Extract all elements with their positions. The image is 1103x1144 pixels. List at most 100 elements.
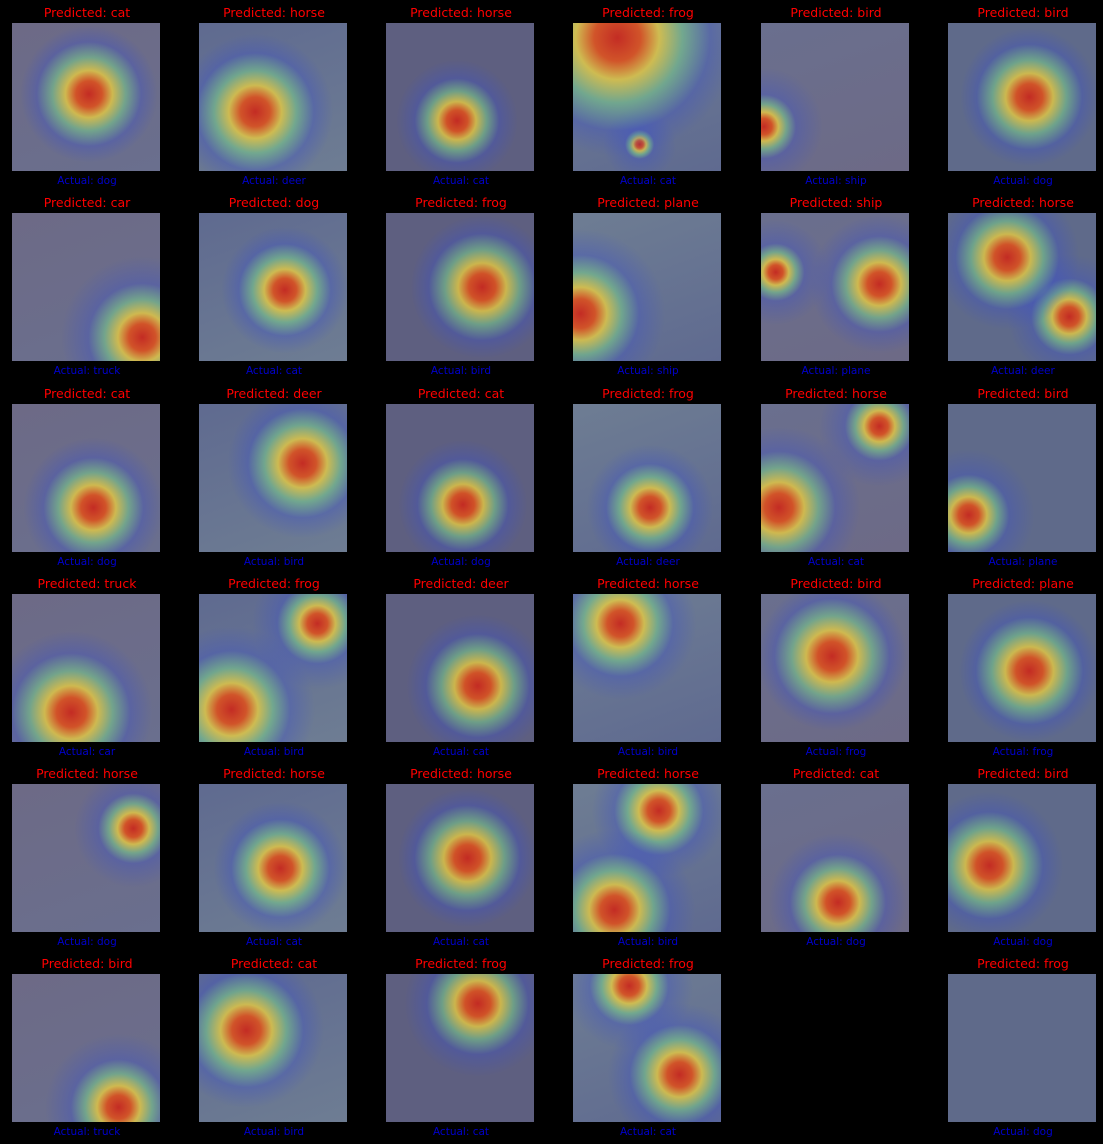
actual-label: Actual: ship bbox=[617, 365, 679, 377]
gradcam-cell: Predicted: frog Actual: cat bbox=[573, 951, 723, 1141]
predicted-label: Predicted: frog bbox=[415, 195, 507, 210]
heatmap-image bbox=[948, 784, 1096, 932]
heatmap-image bbox=[12, 784, 160, 932]
gradcam-cell: Predicted: truck Actual: car bbox=[12, 571, 162, 761]
actual-label: Actual: cat bbox=[619, 1126, 677, 1138]
gradcam-cell: Predicted: bird Actual: plane bbox=[948, 381, 1098, 571]
actual-label: Actual: deer bbox=[616, 556, 680, 568]
actual-label: Actual: truck bbox=[53, 365, 121, 377]
actual-label: Actual: cat bbox=[432, 936, 490, 948]
gradcam-cell: Predicted: frog Actual: cat bbox=[386, 951, 536, 1141]
predicted-label: Predicted: cat bbox=[230, 956, 318, 971]
predicted-label: Predicted: horse bbox=[223, 766, 325, 781]
actual-label: Actual: bird bbox=[243, 746, 305, 758]
heatmap-image bbox=[761, 784, 909, 932]
gradcam-cell: Predicted: horse Actual: cat bbox=[386, 0, 536, 190]
actual-label: Actual: truck bbox=[53, 1126, 121, 1138]
predicted-label: Predicted: cat bbox=[43, 5, 131, 20]
gradcam-cell: Predicted: dog Actual: cat bbox=[199, 190, 349, 380]
actual-label: Actual: dog bbox=[993, 1126, 1053, 1138]
heatmap-image bbox=[386, 594, 534, 742]
heatmap-image bbox=[199, 594, 347, 742]
heatmap-image bbox=[386, 404, 534, 552]
gradcam-cell: Predicted: horse Actual: cat bbox=[199, 761, 349, 951]
heatmap-image bbox=[12, 23, 160, 171]
gradcam-cell: Predicted: cat Actual: dog bbox=[12, 381, 162, 571]
actual-label: Actual: cat bbox=[245, 365, 303, 377]
actual-label: Actual: bird bbox=[243, 556, 305, 568]
heatmap-image bbox=[761, 213, 909, 361]
heatmap-image bbox=[948, 213, 1096, 361]
actual-label: Actual: dog bbox=[57, 556, 117, 568]
actual-label: Actual: frog bbox=[992, 746, 1054, 758]
predicted-label: Predicted: frog bbox=[977, 956, 1069, 971]
heatmap-image bbox=[948, 23, 1096, 171]
predicted-label: Predicted: dog bbox=[228, 195, 320, 210]
heatmap-image bbox=[948, 974, 1096, 1122]
heatmap-image bbox=[12, 594, 160, 742]
predicted-label: Predicted: cat bbox=[417, 386, 505, 401]
gradcam-cell: Predicted: plane Actual: ship bbox=[573, 190, 723, 380]
heatmap-image bbox=[761, 23, 909, 171]
heatmap-image bbox=[573, 404, 721, 552]
heatmap-image bbox=[199, 404, 347, 552]
actual-label: Actual: dog bbox=[57, 936, 117, 948]
predicted-label: Predicted: horse bbox=[36, 766, 138, 781]
gradcam-cell: Predicted: ship Actual: plane bbox=[761, 190, 911, 380]
actual-label: Actual: dog bbox=[806, 936, 866, 948]
actual-label: Actual: cat bbox=[432, 175, 490, 187]
predicted-label: Predicted: frog bbox=[228, 576, 320, 591]
actual-label: Actual: plane bbox=[801, 365, 871, 377]
actual-label: Actual: ship bbox=[805, 175, 867, 187]
actual-label: Actual: deer bbox=[991, 365, 1055, 377]
predicted-label: Predicted: plane bbox=[972, 576, 1074, 591]
gradcam-cell: Predicted: bird Actual: dog bbox=[948, 761, 1098, 951]
heatmap-image bbox=[761, 404, 909, 552]
actual-label: Actual: dog bbox=[431, 556, 491, 568]
actual-label: Actual: deer bbox=[242, 175, 306, 187]
predicted-label: Predicted: horse bbox=[223, 5, 325, 20]
heatmap-image bbox=[199, 784, 347, 932]
predicted-label: Predicted: horse bbox=[410, 5, 512, 20]
predicted-label: Predicted: horse bbox=[597, 576, 699, 591]
actual-label: Actual: car bbox=[58, 746, 116, 758]
gradcam-cell: Predicted: car Actual: truck bbox=[12, 190, 162, 380]
actual-label: Actual: frog bbox=[805, 746, 867, 758]
heatmap-image bbox=[573, 594, 721, 742]
gradcam-cell: Predicted: cat Actual: bird bbox=[199, 951, 349, 1141]
actual-label: Actual: plane bbox=[988, 556, 1058, 568]
heatmap-image bbox=[12, 404, 160, 552]
actual-label: Actual: dog bbox=[57, 175, 117, 187]
gradcam-cell: Predicted: frog Actual: dog bbox=[948, 951, 1098, 1141]
heatmap-image bbox=[386, 784, 534, 932]
gradcam-cell: Predicted: horse Actual: bird bbox=[573, 571, 723, 761]
actual-label: Actual: bird bbox=[430, 365, 492, 377]
heatmap-image bbox=[573, 974, 721, 1122]
predicted-label: Predicted: bird bbox=[977, 766, 1069, 781]
predicted-label: Predicted: frog bbox=[415, 956, 507, 971]
heatmap-image bbox=[573, 784, 721, 932]
actual-label: Actual: bird bbox=[617, 936, 679, 948]
heatmap-image bbox=[761, 594, 909, 742]
predicted-label: Predicted: frog bbox=[602, 386, 694, 401]
predicted-label: Predicted: frog bbox=[602, 956, 694, 971]
gradcam-cell: Predicted: horse Actual: deer bbox=[199, 0, 349, 190]
heatmap-image bbox=[386, 974, 534, 1122]
gradcam-cell: Predicted: horse Actual: cat bbox=[761, 381, 911, 571]
heatmap-image bbox=[573, 213, 721, 361]
gradcam-cell: Predicted: frog Actual: bird bbox=[199, 571, 349, 761]
actual-label: Actual: cat bbox=[245, 936, 303, 948]
actual-label: Actual: dog bbox=[993, 175, 1053, 187]
gradcam-cell: Predicted: horse Actual: dog bbox=[12, 761, 162, 951]
gradcam-cell: Predicted: frog Actual: deer bbox=[573, 381, 723, 571]
predicted-label: Predicted: horse bbox=[785, 386, 887, 401]
predicted-label: Predicted: cat bbox=[43, 386, 131, 401]
predicted-label: Predicted: deer bbox=[226, 386, 322, 401]
predicted-label: Predicted: bird bbox=[790, 576, 882, 591]
predicted-label: Predicted: truck bbox=[37, 576, 137, 591]
gradcam-cell: Predicted: bird Actual: truck bbox=[12, 951, 162, 1141]
gradcam-cell: Predicted: frog Actual: bird bbox=[386, 190, 536, 380]
predicted-label: Predicted: bird bbox=[977, 5, 1069, 20]
heatmap-image bbox=[199, 23, 347, 171]
predicted-label: Predicted: horse bbox=[972, 195, 1074, 210]
